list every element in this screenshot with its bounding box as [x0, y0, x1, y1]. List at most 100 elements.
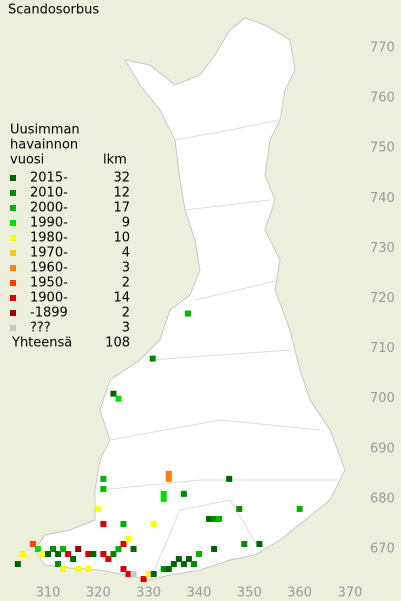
observation	[241, 540, 248, 547]
observation	[130, 546, 137, 552]
legend-label: 1950-	[30, 276, 68, 291]
observation	[55, 551, 62, 558]
observation	[39, 551, 46, 558]
y-tick-label: 670	[370, 542, 395, 557]
legend-count: 12	[113, 186, 130, 201]
observation	[160, 490, 167, 497]
y-tick-label: 750	[370, 141, 395, 156]
observation	[170, 561, 177, 568]
observation	[149, 355, 156, 362]
observation	[211, 515, 218, 522]
x-tick-label: 370	[338, 586, 363, 601]
observation	[120, 520, 127, 527]
legend-count: 32	[113, 171, 130, 186]
legend-swatch	[10, 220, 16, 226]
observation	[60, 566, 67, 573]
observation	[34, 546, 41, 552]
legend-count: 4	[122, 246, 130, 261]
observation	[110, 390, 117, 397]
observation	[196, 551, 202, 558]
observation	[45, 551, 51, 558]
observation	[165, 470, 172, 477]
legend-count: 10	[113, 231, 130, 246]
title: Scandosorbus	[8, 3, 99, 18]
y-tick-label: 680	[370, 491, 395, 506]
observation	[160, 566, 167, 573]
legend-count: 14	[113, 291, 130, 306]
legend-swatch	[10, 325, 16, 331]
observation	[100, 551, 107, 558]
x-tick-label: 330	[136, 586, 161, 601]
observation	[100, 475, 107, 482]
observation	[165, 566, 172, 573]
y-tick-label: 700	[370, 391, 395, 406]
observation	[95, 505, 102, 512]
legend-heading: havainnon	[10, 138, 78, 153]
legend-count: 9	[122, 216, 130, 231]
legend-swatch	[10, 175, 16, 181]
legend-label: 1960-	[30, 261, 68, 276]
legend-label: ???	[30, 321, 51, 336]
observation	[216, 515, 223, 522]
observation	[180, 561, 187, 568]
legend-count-heading: lkm	[103, 153, 127, 168]
observation	[55, 561, 62, 568]
observation	[90, 551, 97, 558]
legend-count: 3	[122, 261, 130, 276]
observation	[14, 561, 21, 568]
y-tick-label: 760	[370, 91, 395, 106]
observation	[236, 505, 243, 512]
observation	[100, 520, 107, 527]
legend-swatch	[10, 250, 16, 256]
legend-label: 2000-	[30, 201, 68, 216]
observation	[115, 546, 122, 552]
legend-label: 1970-	[30, 246, 68, 261]
legend-swatch	[10, 265, 16, 271]
x-tick-label: 320	[86, 586, 111, 601]
observation	[184, 310, 191, 317]
legend-count: 2	[122, 306, 130, 321]
observation	[75, 546, 82, 552]
observation	[125, 571, 132, 578]
observation	[165, 475, 172, 482]
observation	[190, 561, 197, 568]
y-tick-label: 690	[370, 441, 395, 456]
x-tick-label: 350	[237, 586, 262, 601]
legend-swatch	[10, 280, 16, 286]
legend-label: 2015-	[30, 171, 68, 186]
legend-count: 17	[113, 201, 130, 216]
observation	[160, 495, 167, 502]
observation	[125, 535, 132, 542]
observation	[256, 540, 263, 547]
legend-label: 1900-	[30, 291, 68, 306]
legend-swatch	[10, 205, 16, 211]
observation	[206, 515, 213, 522]
observation	[150, 520, 157, 527]
legend-swatch	[10, 295, 16, 301]
legend-label: -1899	[30, 306, 68, 321]
observation	[85, 551, 92, 558]
legend-label: 1980-	[30, 231, 68, 246]
legend-heading: vuosi	[10, 153, 44, 168]
observation	[120, 566, 127, 573]
y-tick-label: 730	[370, 241, 395, 256]
legend-label: 1990-	[30, 216, 68, 231]
observation	[85, 566, 92, 573]
observation	[50, 546, 57, 552]
observation	[180, 490, 187, 497]
legend-label: 2010-	[30, 186, 68, 201]
region-borders	[99, 119, 340, 581]
observation	[211, 546, 218, 552]
observation	[100, 485, 107, 492]
observation	[70, 556, 77, 563]
x-tick-label: 360	[287, 586, 312, 601]
observation	[226, 475, 233, 482]
legend-count: 2	[122, 276, 130, 291]
observation	[19, 551, 26, 558]
observation	[120, 540, 127, 547]
observation	[140, 576, 147, 583]
x-tick-label: 340	[187, 586, 212, 601]
y-tick-label: 740	[370, 191, 395, 206]
observation	[145, 571, 152, 578]
